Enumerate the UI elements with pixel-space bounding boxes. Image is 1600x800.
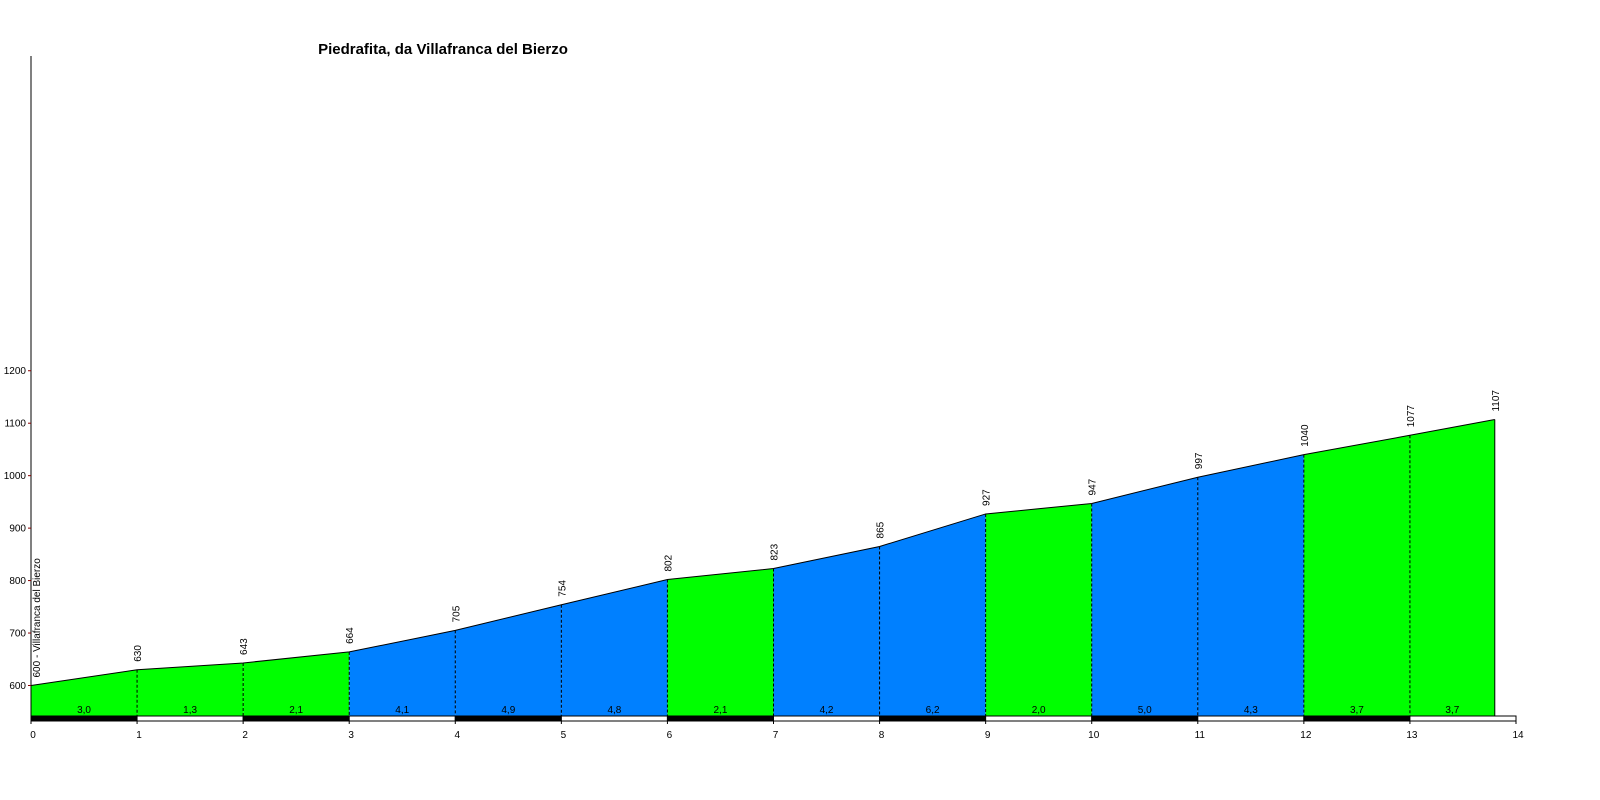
profile-segment	[879, 513, 986, 716]
elevation-label: 664	[345, 627, 356, 644]
profile-segment	[1409, 419, 1495, 716]
km-band	[1303, 715, 1411, 722]
elevation-label: 705	[451, 605, 462, 622]
x-tick-label: 12	[1300, 730, 1312, 741]
x-tick-label: 0	[30, 730, 36, 741]
profile-segment	[1197, 454, 1304, 716]
profile-segment	[243, 651, 350, 716]
gradient-label: 4,3	[1244, 705, 1258, 716]
km-band	[454, 715, 562, 722]
y-tick-label: 1100	[4, 419, 26, 430]
elevation-label: 643	[239, 638, 250, 655]
km-band	[136, 715, 244, 722]
profile-segment	[349, 630, 456, 716]
gradient-label: 1,3	[183, 705, 197, 716]
x-tick-label: 7	[773, 730, 779, 741]
profile-segment	[773, 546, 880, 716]
km-band	[985, 715, 1093, 722]
elevation-label: 997	[1194, 452, 1205, 469]
gradient-label: 2,1	[714, 705, 728, 716]
km-band	[1091, 715, 1199, 722]
km-band-bar	[30, 715, 1517, 722]
gradient-label: 4,2	[820, 705, 834, 716]
gradient-label: 2,0	[1032, 705, 1046, 716]
profile-segment	[985, 503, 1092, 716]
gradient-label: 4,1	[395, 705, 409, 716]
y-tick-label: 700	[9, 629, 26, 640]
gradient-label: 4,8	[607, 705, 621, 716]
profile-segment	[31, 669, 138, 716]
start-elevation-label: 600 - Villafranca del Bierzo	[32, 558, 43, 678]
km-band	[1197, 715, 1305, 722]
elevation-label: 1107	[1491, 390, 1502, 412]
chart-title: Piedrafita, da Villafranca del Bierzo	[318, 41, 568, 58]
x-tick-label: 3	[348, 730, 354, 741]
gradient-label: 3,7	[1445, 705, 1459, 716]
profile-segment	[137, 662, 244, 716]
y-tick-label: 1200	[4, 366, 27, 377]
elevation-label: 754	[557, 580, 568, 597]
km-band	[242, 715, 350, 722]
elevation-label: 630	[133, 645, 144, 662]
elevation-label: 802	[663, 554, 674, 571]
y-tick-label: 900	[9, 524, 26, 535]
x-tick-label: 14	[1512, 730, 1524, 741]
x-tick-label: 11	[1195, 730, 1206, 741]
profile-segment	[1303, 435, 1410, 716]
x-tick-label: 5	[561, 730, 567, 741]
x-tick-label: 1	[136, 730, 142, 741]
km-divider-lines	[136, 435, 1411, 716]
gradient-label: 5,0	[1138, 705, 1152, 716]
x-tick-label: 6	[667, 730, 673, 741]
y-tick-label: 600	[9, 681, 26, 692]
elevation-label: 927	[982, 489, 993, 506]
elevation-label: 823	[770, 543, 781, 560]
km-band	[560, 715, 668, 722]
x-tick-label: 4	[455, 730, 461, 741]
profile-segment	[455, 604, 562, 716]
gradient-label: 2,1	[289, 705, 303, 716]
km-band	[879, 715, 987, 722]
x-tick-label: 10	[1088, 730, 1100, 741]
x-tick-label: 13	[1406, 730, 1418, 741]
elevation-labels: 3,0 1,3 2,1 4,1 4,9 4,8 2,1 4,2 6,2 2,0 5,0 4,3 3,7 3…	[77, 390, 1502, 716]
y-tick-label: 1000	[4, 471, 27, 482]
elevation-label: 1040	[1300, 424, 1311, 447]
km-band	[348, 715, 456, 722]
x-tick-label: 8	[879, 730, 885, 741]
x-tick-label: 2	[242, 730, 248, 741]
elevation-label: 1077	[1406, 405, 1417, 428]
profile-segments	[30, 419, 1496, 716]
km-band	[30, 715, 138, 722]
elevation-label: 947	[1088, 478, 1099, 495]
profile-segment	[667, 568, 774, 716]
y-tick-label: 800	[9, 576, 26, 587]
gradient-label: 3,7	[1350, 705, 1364, 716]
x-tick-label: 9	[985, 730, 991, 741]
km-band	[666, 715, 775, 722]
profile-segment	[561, 579, 668, 716]
gradient-label: 4,9	[501, 705, 515, 716]
elevation-label: 865	[876, 521, 887, 538]
gradient-label: 3,0	[77, 705, 91, 716]
profile-segment	[1091, 477, 1198, 716]
gradient-label: 6,2	[926, 705, 940, 716]
km-band	[773, 715, 881, 722]
km-band	[1409, 715, 1517, 722]
